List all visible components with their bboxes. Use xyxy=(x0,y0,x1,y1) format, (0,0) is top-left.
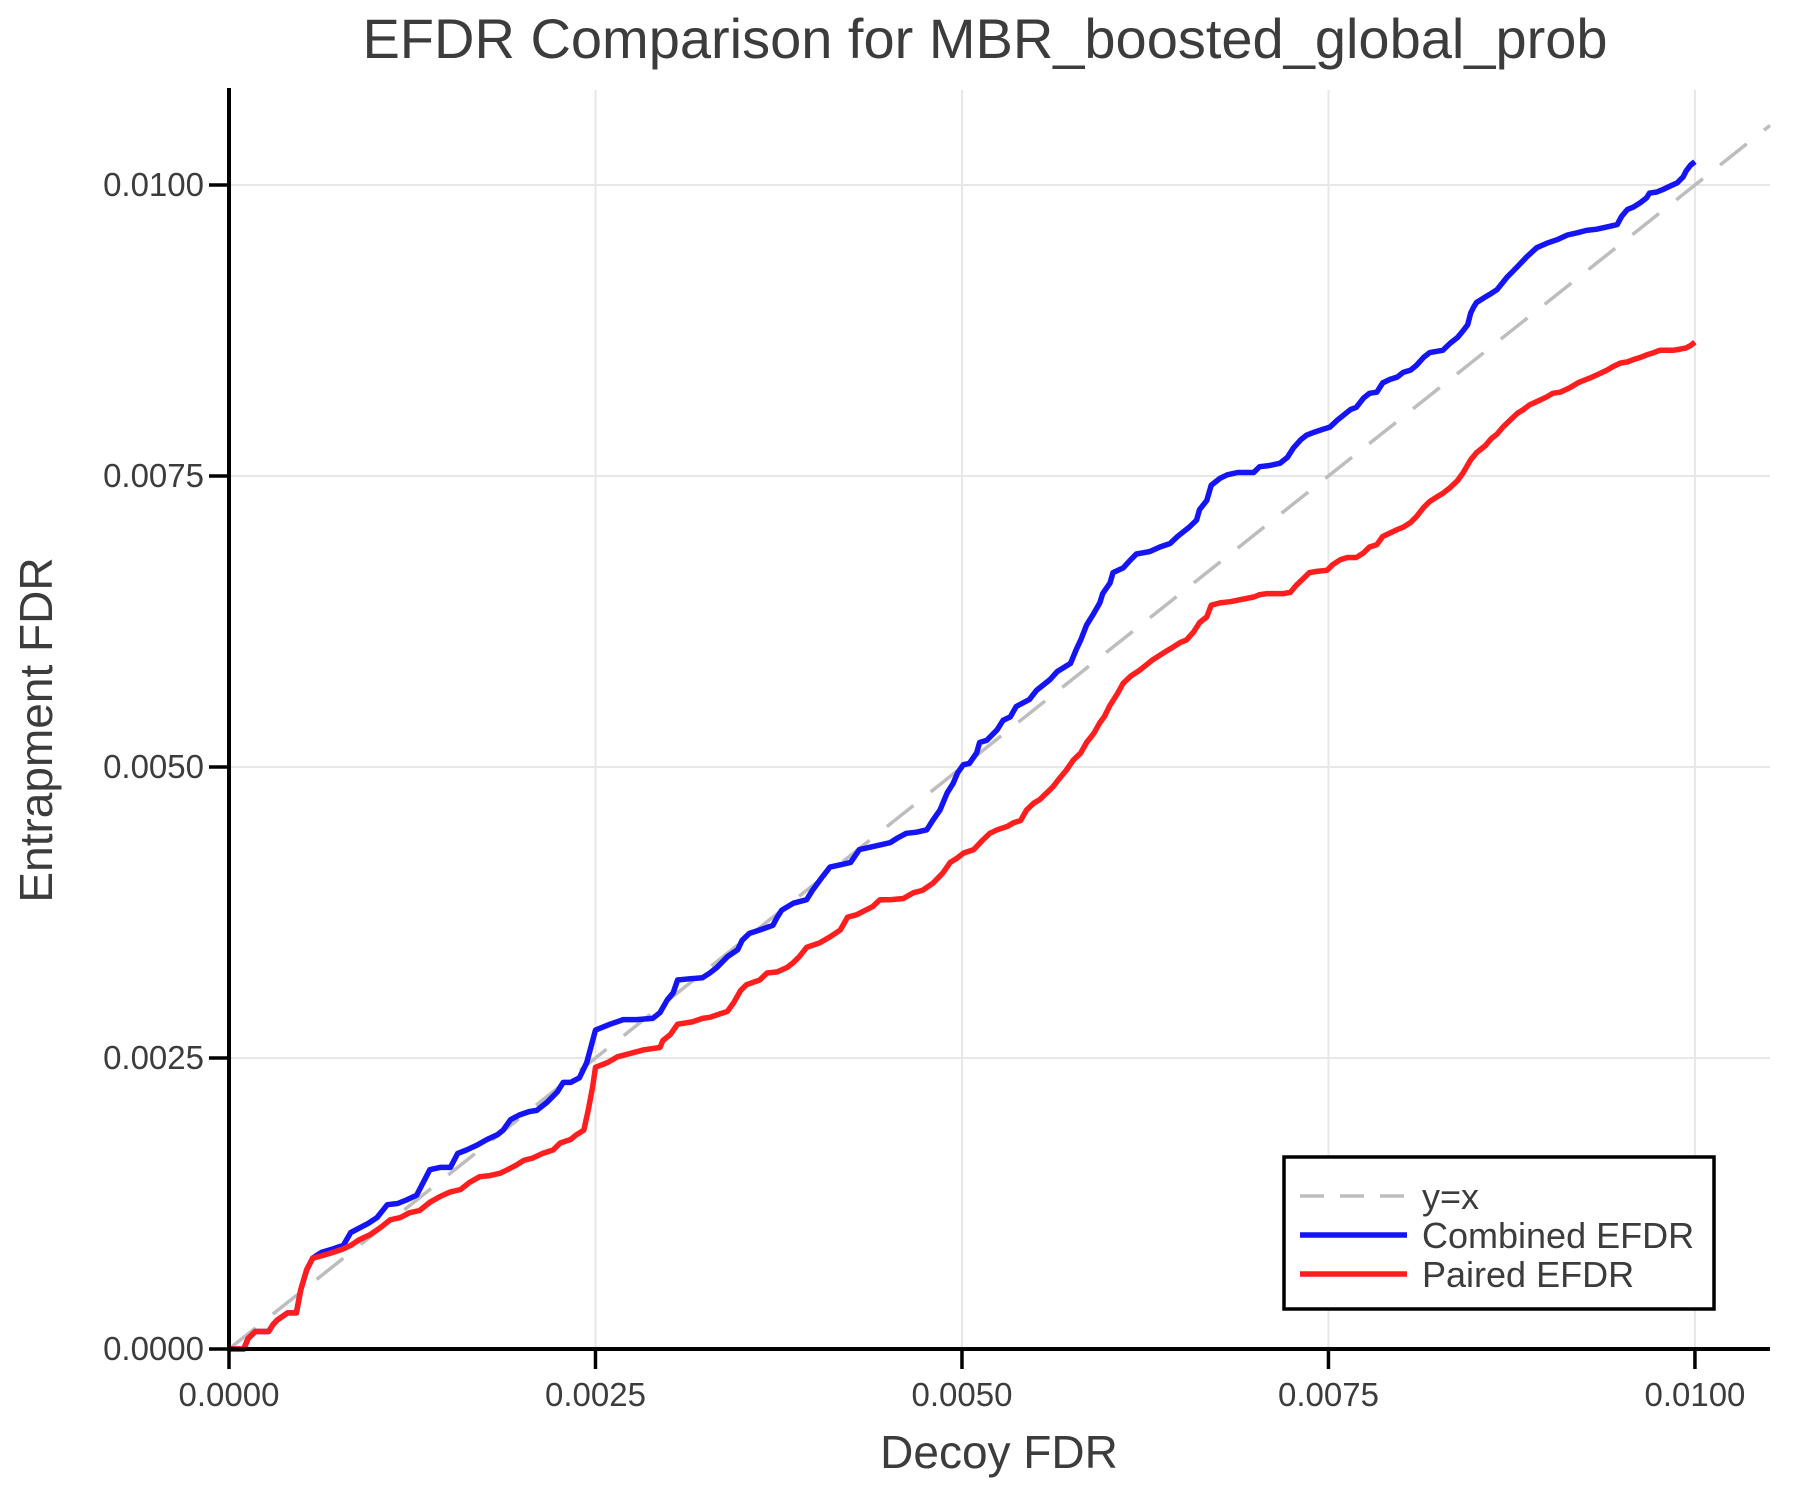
y-tick-label: 0.0000 xyxy=(103,1330,204,1367)
y-tick-label: 0.0025 xyxy=(103,1039,204,1076)
tick-marks xyxy=(209,183,1697,1369)
legend-label-y-equals-x: y=x xyxy=(1422,1176,1479,1217)
legend-label-combined-efdr: Combined EFDR xyxy=(1422,1215,1694,1256)
x-tick-label: 0.0050 xyxy=(912,1376,1013,1413)
y-tick-label: 0.0100 xyxy=(103,166,204,203)
chart-title: EFDR Comparison for MBR_boosted_global_p… xyxy=(362,7,1607,70)
y-tick-label: 0.0050 xyxy=(103,748,204,785)
paired-efdr-line xyxy=(229,339,1697,1352)
x-tick-label: 0.0075 xyxy=(1278,1376,1379,1413)
y-equals-x-line xyxy=(227,124,1772,1351)
y-tick-label: 0.0075 xyxy=(103,457,204,494)
y-axis-label: Entrapment FDR xyxy=(10,557,62,902)
x-tick-label: 0.0025 xyxy=(545,1376,646,1413)
legend-label-paired-efdr: Paired EFDR xyxy=(1422,1254,1634,1295)
y-tick-labels: 0.0000 0.0025 0.0050 0.0075 0.0100 xyxy=(103,166,204,1367)
x-tick-label: 0.0100 xyxy=(1644,1376,1745,1413)
x-tick-labels: 0.0000 0.0025 0.0050 0.0075 0.0100 xyxy=(179,1376,1746,1413)
x-tick-label: 0.0000 xyxy=(179,1376,280,1413)
legend: y=x Combined EFDR Paired EFDR xyxy=(1282,1155,1716,1311)
combined-efdr-line xyxy=(229,159,1697,1352)
x-axis-label: Decoy FDR xyxy=(880,1426,1118,1478)
